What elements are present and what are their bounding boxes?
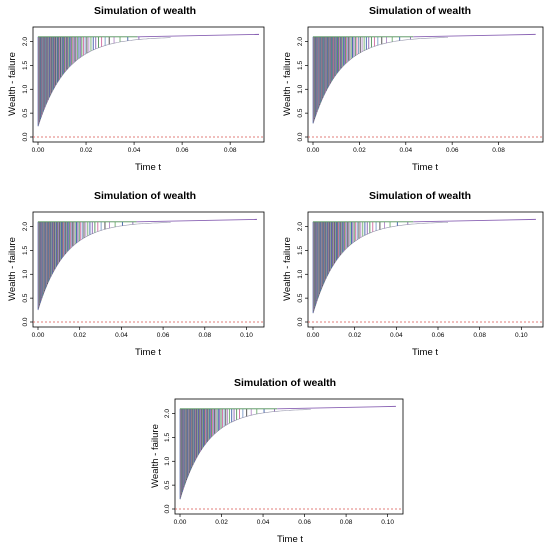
y-axis-label: Wealth - failure	[7, 237, 18, 301]
wealth-plateau-end	[413, 33, 536, 38]
x-tick-label: 0.02	[215, 519, 228, 526]
x-tick-label: 0.00	[174, 519, 187, 526]
y-tick-label: 2.0	[22, 222, 29, 231]
x-tick-label: 0.04	[390, 332, 403, 339]
x-tick-label: 0.06	[298, 519, 311, 526]
y-tick-label: 1.5	[297, 61, 304, 70]
y-tick-label: 2.0	[164, 409, 171, 418]
x-tick-label: 0.02	[348, 332, 361, 339]
y-tick-label: 0.5	[22, 108, 29, 117]
plot-area: 0.00 0.02 0.04 0.06 0.08 0.10 0.0 0.5 1.0 1.5 2.0	[22, 211, 265, 339]
y-tick-label: 1.0	[22, 269, 29, 278]
y-tick-label: 1.5	[297, 246, 304, 255]
y-tick-label: 2.0	[22, 37, 29, 46]
x-tick-label: 0.00	[307, 332, 320, 339]
chart-svg-4: Simulation of wealth 0.00 0.02 0.04 0.06 0.0…	[282, 190, 544, 358]
x-tick-label: 0.06	[432, 332, 445, 339]
y-tick-label: 1.0	[297, 269, 304, 278]
plot-area: 0.00 0.02 0.04 0.06 0.08 0.10 0.0 0.5 1.0 1.5 2.0	[297, 211, 544, 339]
x-tick-label: 0.04	[115, 332, 128, 339]
y-tick-label: 0.5	[22, 293, 29, 302]
x-tick-label: 0.10	[381, 519, 394, 526]
y-tick-label: 0.0	[164, 504, 171, 513]
x-tick-label: 0.06	[157, 332, 170, 339]
chart-title: Simulation of wealth	[369, 5, 471, 17]
wealth-plateau-end	[413, 218, 536, 223]
plot-frame	[307, 211, 544, 328]
wealth-envelope	[37, 222, 171, 311]
x-tick-label: 0.10	[515, 332, 528, 339]
x-tick-label: 0.08	[224, 147, 237, 154]
chart-panel-1: Simulation of wealth 0.00 0.02 0.04 0.06 0.0…	[0, 0, 275, 173]
plot-frame	[174, 398, 404, 515]
chart-svg-3: Simulation of wealth 0.00 0.02 0.04 0.06 0.0…	[7, 190, 265, 358]
x-axis-label: Time t	[135, 347, 161, 358]
wealth-plateau-end	[137, 33, 260, 38]
x-tick-label: 0.08	[198, 332, 211, 339]
y-tick-label: 0.0	[297, 132, 304, 141]
wealth-envelope	[179, 409, 311, 500]
y-tick-label: 0.0	[22, 132, 29, 141]
y-tick-label: 1.0	[164, 456, 171, 465]
y-tick-label: 1.5	[164, 433, 171, 442]
wealth-envelope	[312, 37, 448, 124]
chart-title: Simulation of wealth	[94, 190, 196, 202]
x-tick-label: 0.08	[473, 332, 486, 339]
chart-title: Simulation of wealth	[369, 190, 471, 202]
chart-panel-3: Simulation of wealth 0.00 0.02 0.04 0.06 0.0…	[0, 185, 275, 358]
y-tick-label: 2.0	[297, 222, 304, 231]
chart-title: Simulation of wealth	[234, 377, 336, 389]
plot-frame	[32, 26, 265, 143]
x-tick-label: 0.06	[446, 147, 459, 154]
y-tick-label: 0.5	[297, 293, 304, 302]
wealth-plateau-end	[277, 405, 396, 410]
x-tick-label: 0.04	[399, 147, 412, 154]
plot-area: 0.00 0.02 0.04 0.06 0.08 0.0 0.5 1.0 1.5 2.0	[22, 26, 265, 154]
x-axis-label: Time t	[412, 162, 438, 173]
chart-panel-4: Simulation of wealth 0.00 0.02 0.04 0.06 0.0…	[275, 185, 550, 358]
x-tick-label: 0.00	[32, 147, 45, 154]
y-tick-label: 1.5	[22, 61, 29, 70]
x-tick-label: 0.10	[240, 332, 253, 339]
x-axis-label: Time t	[412, 347, 438, 358]
y-tick-label: 0.5	[297, 108, 304, 117]
y-tick-label: 0.0	[297, 317, 304, 326]
y-tick-label: 1.0	[22, 84, 29, 93]
x-tick-label: 0.02	[73, 332, 86, 339]
x-tick-label: 0.04	[128, 147, 141, 154]
y-tick-label: 2.0	[297, 37, 304, 46]
x-tick-label: 0.08	[340, 519, 353, 526]
y-axis-label: Wealth - failure	[7, 52, 18, 116]
wealth-plateau-end	[136, 218, 257, 223]
x-axis-label: Time t	[277, 534, 303, 545]
x-tick-label: 0.00	[32, 332, 45, 339]
y-axis-label: Wealth - failure	[150, 424, 161, 488]
x-tick-label: 0.08	[492, 147, 505, 154]
plot-frame	[32, 211, 265, 328]
y-tick-label: 0.0	[22, 317, 29, 326]
y-tick-label: 0.5	[164, 480, 171, 489]
plot-frame	[307, 26, 544, 143]
chart-panel-5: Simulation of wealth 0.00 0.02 0.04 0.06 0.0…	[145, 372, 410, 545]
x-axis-label: Time t	[135, 162, 161, 173]
chart-svg-2: Simulation of wealth 0.00 0.02 0.04 0.06 0.0…	[282, 5, 544, 173]
chart-svg-1: Simulation of wealth 0.00 0.02 0.04 0.06 0.0…	[7, 5, 265, 173]
plot-area: 0.00 0.02 0.04 0.06 0.08 0.0 0.5 1.0 1.5 2.0	[297, 26, 544, 154]
y-axis-label: Wealth - failure	[282, 52, 293, 116]
x-tick-label: 0.00	[307, 147, 320, 154]
x-tick-label: 0.02	[80, 147, 93, 154]
x-tick-label: 0.02	[353, 147, 366, 154]
y-tick-label: 1.5	[22, 246, 29, 255]
chart-svg-5: Simulation of wealth 0.00 0.02 0.04 0.06 0.0…	[150, 377, 404, 545]
wealth-envelope	[312, 222, 449, 314]
x-tick-label: 0.04	[257, 519, 270, 526]
x-tick-label: 0.06	[176, 147, 189, 154]
plot-area: 0.00 0.02 0.04 0.06 0.08 0.10 0.0 0.5 1.0 1.5 2.0	[164, 398, 404, 526]
y-tick-label: 1.0	[297, 84, 304, 93]
y-axis-label: Wealth - failure	[282, 237, 293, 301]
chart-title: Simulation of wealth	[94, 5, 196, 17]
chart-panel-2: Simulation of wealth 0.00 0.02 0.04 0.06 0.0…	[275, 0, 550, 173]
wealth-envelope	[37, 37, 171, 127]
